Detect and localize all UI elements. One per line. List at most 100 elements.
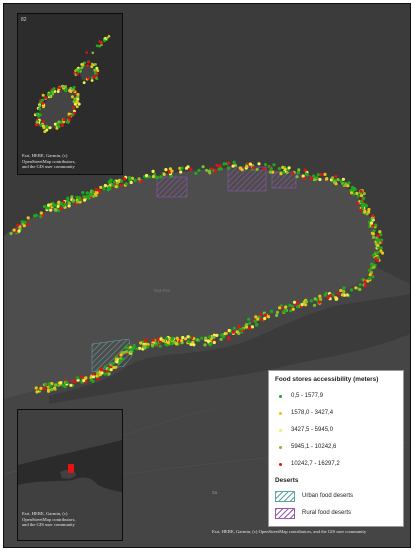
inset-map-islands[interactable]: 82 Esri, HERE, Garmin, (c) OpenStreetMap… [17, 13, 123, 175]
accessibility-point [332, 180, 336, 184]
accessibility-point [363, 209, 367, 213]
accessibility-point [379, 246, 383, 250]
accessibility-point [39, 215, 43, 219]
accessibility-point [49, 384, 53, 388]
accessibility-point [62, 118, 66, 122]
inset-islands-svg [18, 14, 122, 174]
accessibility-point [232, 326, 236, 330]
accessibility-point [16, 223, 20, 227]
accessibility-point [118, 359, 122, 363]
accessibility-point [63, 385, 67, 389]
accessibility-point [69, 89, 73, 93]
accessibility-point [57, 200, 61, 204]
accessibility-point [184, 337, 188, 341]
accessibility-point [51, 203, 55, 208]
accessibility-point [42, 105, 45, 109]
credit-line: Esri, HERE, Garmin, (c) [22, 153, 68, 158]
accessibility-point [71, 88, 75, 92]
accessibility-point [304, 300, 308, 304]
accessibility-point [64, 89, 68, 93]
accessibility-point [66, 196, 70, 200]
accessibility-point [95, 44, 99, 48]
rural-food-desert-1[interactable] [156, 176, 188, 198]
accessibility-point [253, 319, 257, 323]
accessibility-point [263, 313, 268, 317]
inset-map-locator[interactable]: Esri, HERE, Garmin, (c) OpenStreetMap co… [17, 409, 123, 541]
accessibility-point [335, 297, 339, 301]
accessibility-point [78, 68, 81, 72]
accessibility-point [50, 388, 54, 392]
accessibility-point [312, 303, 317, 307]
accessibility-point [86, 76, 90, 80]
accessibility-point [128, 176, 132, 180]
accessibility-point [254, 315, 258, 319]
accessibility-point [91, 51, 95, 55]
accessibility-point [231, 164, 235, 168]
accessibility-point [245, 165, 249, 169]
accessibility-point [212, 340, 216, 345]
accessibility-point [208, 171, 212, 175]
accessibility-point [129, 350, 133, 354]
accessibility-point [281, 170, 286, 174]
accessibility-point [17, 229, 21, 233]
accessibility-point [371, 232, 375, 236]
accessibility-point [170, 169, 174, 173]
accessibility-point [169, 342, 173, 346]
accessibility-point [329, 293, 333, 297]
accessibility-point [168, 167, 172, 171]
accessibility-point [368, 268, 372, 272]
legend-class-2: 1578,0 - 3427,4 [279, 408, 333, 418]
accessibility-point [82, 81, 86, 84]
accessibility-point [26, 222, 30, 226]
accessibility-point [180, 339, 184, 343]
accessibility-point [369, 221, 374, 225]
accessibility-point [85, 191, 89, 195]
accessibility-point [76, 376, 80, 380]
accessibility-point [109, 368, 113, 372]
accessibility-point [150, 343, 154, 347]
accessibility-point [107, 186, 111, 190]
accessibility-point [358, 283, 362, 287]
accessibility-point [108, 183, 112, 187]
accessibility-point [282, 310, 286, 314]
study-area-marker[interactable] [68, 464, 74, 473]
inset-coordinate: 82 [21, 17, 27, 23]
accessibility-point [38, 107, 41, 111]
accessibility-point [115, 181, 120, 185]
accessibility-point [67, 112, 71, 116]
accessibility-point [318, 177, 322, 182]
accessibility-point [301, 174, 305, 178]
legend-class-4: 5945,1 - 10242,6 [279, 442, 336, 452]
accessibility-point [82, 195, 86, 199]
accessibility-point [85, 51, 88, 54]
accessibility-point [181, 335, 185, 340]
accessibility-point [247, 317, 251, 321]
rural-food-desert-2[interactable] [227, 166, 267, 192]
legend-dot [279, 428, 282, 432]
map-frame: Sa Gas Pen 82 Esri, HERE, Garmin, (c) Op… [3, 3, 411, 548]
accessibility-point [76, 97, 80, 101]
rural-desert-swatch [275, 507, 295, 519]
accessibility-point [315, 176, 319, 180]
accessibility-point [340, 293, 344, 297]
accessibility-point [95, 77, 99, 81]
accessibility-point [378, 230, 382, 234]
accessibility-point [316, 173, 320, 177]
accessibility-point [212, 335, 216, 339]
accessibility-point [336, 178, 340, 182]
accessibility-point [91, 375, 96, 379]
accessibility-point [91, 379, 95, 383]
accessibility-point [75, 195, 79, 199]
accessibility-point [49, 91, 53, 95]
accessibility-point [378, 241, 382, 245]
urban-food-desert[interactable] [91, 338, 133, 373]
accessibility-point [256, 317, 260, 321]
accessibility-point [359, 189, 363, 193]
accessibility-point [278, 306, 282, 310]
accessibility-point [159, 175, 163, 179]
accessibility-point [80, 375, 84, 379]
accessibility-point [312, 178, 317, 182]
accessibility-point [80, 66, 84, 69]
accessibility-point [70, 95, 74, 99]
accessibility-point [86, 64, 89, 67]
